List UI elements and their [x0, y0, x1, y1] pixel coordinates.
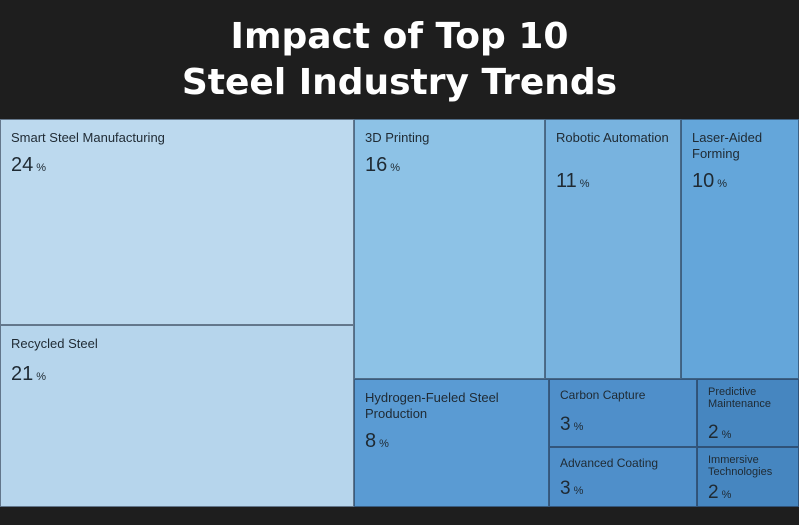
tile-value-number: 3	[560, 478, 571, 499]
tile-value: 3%	[560, 414, 583, 436]
tile-value-number: 16	[365, 154, 388, 176]
tile-label: 3D Printing	[365, 130, 430, 145]
tile-value-number: 3	[560, 414, 571, 435]
tile-value-number: 8	[365, 430, 377, 452]
tile-value-number: 24	[11, 154, 34, 176]
tile-label: Carbon Capture	[560, 388, 646, 402]
tile-label: Immersive Technologies	[708, 454, 773, 478]
tile-value-unit: %	[573, 485, 584, 497]
tile-value-unit: %	[579, 178, 590, 190]
tile-value: 10%	[692, 170, 727, 193]
chart-title: Impact of Top 10 Steel Industry Trends	[0, 0, 799, 118]
tile-value-number: 11	[556, 170, 577, 192]
tile-value-unit: %	[721, 489, 732, 501]
treemap-tile: Predictive Maintenance 2%	[697, 379, 799, 447]
tile-value-unit: %	[36, 371, 47, 383]
treemap-tile: Carbon Capture 3%	[549, 379, 697, 447]
tile-value-unit: %	[390, 162, 401, 174]
tile-value: 21%	[11, 363, 46, 386]
tile-label: Smart Steel Manufacturing	[11, 130, 165, 145]
tile-value-number: 2	[708, 422, 719, 443]
tile-label: Recycled Steel	[11, 336, 98, 351]
treemap-tile: Robotic Automation 11%	[545, 119, 681, 379]
treemap-tile: Advanced Coating 3%	[549, 447, 697, 507]
tile-label: Advanced Coating	[560, 456, 659, 470]
treemap-tile: 3D Printing 16%	[354, 119, 545, 379]
treemap-tile: Immersive Technologies 2%	[697, 447, 799, 507]
treemap-tile: Recycled Steel 21%	[0, 325, 354, 507]
tile-value-number: 2	[708, 482, 719, 503]
tile-value-unit: %	[717, 178, 728, 190]
treemap-tile: Hydrogen-Fueled Steel Production 8%	[354, 379, 549, 507]
treemap: Smart Steel Manufacturing 24% Recycled Ste…	[0, 119, 799, 507]
tile-value-unit: %	[379, 438, 389, 450]
tile-value-unit: %	[36, 162, 47, 174]
tile-value: 24%	[11, 154, 46, 177]
tile-value: 2%	[708, 482, 731, 504]
tile-value: 16%	[365, 154, 400, 177]
bottom-bar	[0, 507, 799, 525]
treemap-tile: Smart Steel Manufacturing 24%	[0, 119, 354, 325]
tile-value: 3%	[560, 478, 583, 500]
tile-label: Robotic Automation	[556, 130, 669, 145]
tile-value: 8%	[365, 430, 389, 453]
treemap-tile: Laser-Aided Forming 10%	[681, 119, 799, 379]
tile-label: Hydrogen-Fueled Steel Production	[365, 390, 499, 421]
title-line-2: Steel Industry Trends	[181, 62, 618, 103]
tile-value: 11%	[556, 170, 590, 193]
tile-value-number: 10	[692, 170, 715, 192]
title-line-1: Impact of Top 10	[230, 16, 569, 57]
tile-value-unit: %	[721, 429, 732, 441]
tile-label: Predictive Maintenance	[708, 386, 771, 410]
tile-value-unit: %	[573, 421, 584, 433]
tile-value-number: 21	[11, 363, 34, 385]
tile-value: 2%	[708, 422, 731, 444]
tile-label: Laser-Aided Forming	[692, 130, 763, 161]
